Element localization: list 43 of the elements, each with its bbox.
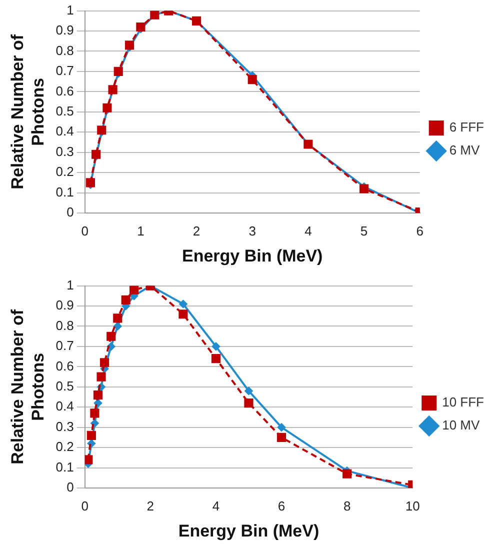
y-tick-label: 0.8 xyxy=(56,318,74,333)
y-tick-label: 0.7 xyxy=(56,338,74,354)
y-tick-label: 0.7 xyxy=(56,63,74,78)
x-tick-label: 4 xyxy=(212,498,220,514)
y-tick-label: 1 xyxy=(66,2,74,18)
x-tick-label: 3 xyxy=(248,223,256,238)
y-tick-label: 0.5 xyxy=(56,378,74,394)
y-axis-title: Relative Number of Photons xyxy=(8,309,48,464)
y-tick-label: 0.8 xyxy=(56,42,74,58)
legend-label: 6 MV xyxy=(449,142,480,158)
x-tick-label: 6 xyxy=(278,498,286,514)
legend-label: 10 FFF xyxy=(442,394,484,410)
x-tick-label: 10 xyxy=(405,498,420,514)
legend-label: 6 FFF xyxy=(449,120,484,135)
y-tick-label: 0.5 xyxy=(56,103,74,118)
y-tick-label: 1 xyxy=(66,277,74,292)
y-tick-label: 0.9 xyxy=(56,298,74,313)
y-tick-label: 0.3 xyxy=(56,418,74,434)
y-tick-label: 0.2 xyxy=(56,164,74,180)
x-tick-label: 1 xyxy=(137,223,144,238)
y-tick-label: 0.2 xyxy=(56,439,74,454)
y-tick-label: 0.1 xyxy=(56,459,74,474)
y-tick-label: 0.4 xyxy=(56,124,74,139)
x-tick-label: 2 xyxy=(192,223,200,238)
y-tick-label: 0.1 xyxy=(56,184,74,200)
y-tick-label: 0.4 xyxy=(56,398,74,414)
x-tick-label: 0 xyxy=(81,498,88,514)
x-tick-label: 4 xyxy=(304,223,312,238)
y-tick-label: 0.6 xyxy=(56,83,74,98)
x-tick-label: 0 xyxy=(81,223,88,238)
x-tick-label: 6 xyxy=(416,223,424,238)
y-tick-label: 0 xyxy=(66,480,74,495)
x-axis-title: Energy Bin (MeV) xyxy=(178,521,320,540)
y-tick-label: 0.6 xyxy=(56,358,74,374)
legend-label: 10 MV xyxy=(442,418,480,433)
x-axis-title: Energy Bin (MeV) xyxy=(182,246,323,266)
x-tick-label: 2 xyxy=(146,498,154,514)
x-tick-label: 8 xyxy=(343,498,351,514)
x-tick-label: 5 xyxy=(360,223,368,238)
y-axis-title: Relative Number of Photons xyxy=(8,34,48,190)
y-tick-label: 0.9 xyxy=(56,22,74,38)
y-tick-label: 0 xyxy=(66,204,74,220)
y-tick-label: 0.3 xyxy=(56,144,74,159)
